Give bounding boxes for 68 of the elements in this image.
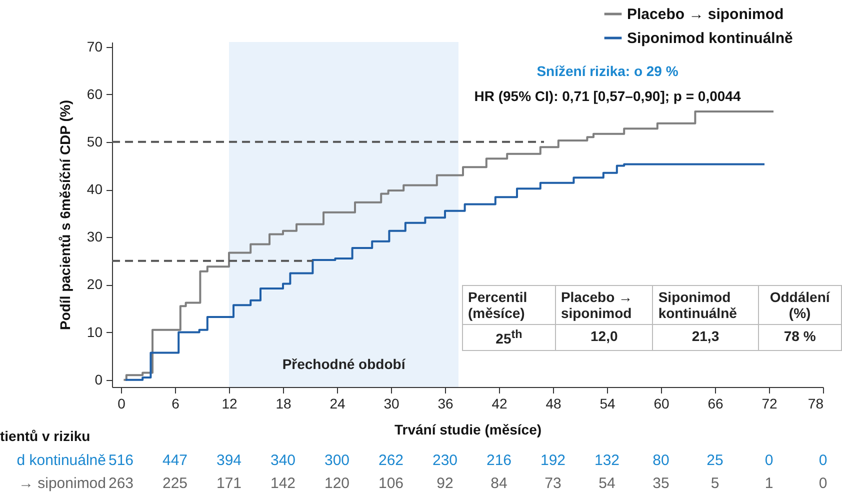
text: 394	[216, 452, 242, 469]
band-label: Přechodné období	[282, 356, 406, 372]
legend-label: → siponimod	[18, 475, 106, 492]
text: 5	[710, 475, 720, 492]
legend-label: Siponimod kontinuálně	[627, 30, 793, 47]
x-tick-label: 60	[654, 396, 670, 412]
text: 25	[706, 452, 724, 469]
text: 340	[270, 452, 296, 469]
text: 263	[108, 475, 134, 492]
x-tick-label: 78	[808, 396, 824, 412]
text: 262	[378, 452, 404, 469]
y-tick-label: 70	[86, 38, 103, 54]
text: 225	[162, 475, 188, 492]
y-tick-label: 40	[86, 181, 103, 198]
x-tick-label: 48	[546, 396, 562, 412]
x-tick-label: 18	[276, 396, 292, 412]
y-tick-label: 60	[86, 86, 103, 102]
text: 1	[764, 475, 774, 492]
x-tick-label: 6	[172, 396, 180, 412]
annotation: 25$^{th}$	[462, 324, 556, 350]
text: 35	[652, 475, 670, 492]
text: tientů v riziku	[0, 428, 90, 444]
text: 0	[764, 452, 774, 469]
annotation: 21,3	[652, 324, 758, 350]
annotation: Placebo → siponimod	[555, 286, 653, 324]
x-tick-label: 24	[330, 396, 346, 412]
text: 230	[432, 452, 458, 469]
text: 192	[540, 452, 566, 469]
y-tick-label: 20	[86, 276, 103, 292]
text: 80	[652, 452, 670, 469]
x-tick-label: 0	[118, 396, 126, 412]
x-tick-label: 42	[492, 396, 508, 412]
x-tick-label: 54	[600, 396, 616, 412]
text: 0	[818, 475, 828, 492]
text: 447	[162, 452, 188, 469]
y-tick-label: 30	[86, 228, 103, 245]
text: 120	[324, 475, 350, 492]
text: 54	[598, 475, 616, 492]
annotation: Oddálení (%)	[758, 286, 842, 324]
y-tick-label: 10	[86, 324, 103, 340]
x-tick-label: 66	[708, 396, 724, 412]
text: 92	[436, 475, 454, 492]
text: 73	[544, 475, 562, 492]
x-tick-label: 12	[222, 396, 238, 412]
y-tick-label: 0	[94, 371, 103, 388]
text: 132	[594, 452, 620, 469]
x-tick-label: 36	[438, 396, 454, 412]
annotation: 78 %	[758, 324, 842, 350]
y-axis-title: Podíl pacientů s 6měsíční CDP (%)	[56, 100, 73, 330]
annotation: HR (95% CI): 0,71 [0,57–0,90]; p = 0,0044	[474, 88, 741, 104]
text: 171	[216, 475, 242, 492]
x-tick-label: 30	[384, 396, 400, 412]
y-tick-label: 50	[86, 133, 103, 150]
x-tick-label: 72	[762, 396, 778, 412]
x-axis-title: Trvání studie (měsíce)	[394, 422, 542, 438]
text: 216	[486, 452, 512, 469]
text: 142	[270, 475, 296, 492]
text: 106	[378, 475, 404, 492]
annotation: Siponimod kontinuálně	[652, 286, 758, 324]
legend-label: d kontinuálně	[16, 452, 106, 469]
text: 0	[818, 452, 828, 469]
annotation: Percentil (měsíce)	[462, 286, 556, 324]
text: 84	[490, 475, 508, 492]
text: 516	[108, 452, 134, 469]
legend-label: Placebo → siponimod	[627, 6, 784, 23]
text: 300	[324, 452, 350, 469]
annotation: Snížení rizika: o 29 %	[536, 63, 679, 79]
annotation: 12,0	[555, 324, 653, 350]
